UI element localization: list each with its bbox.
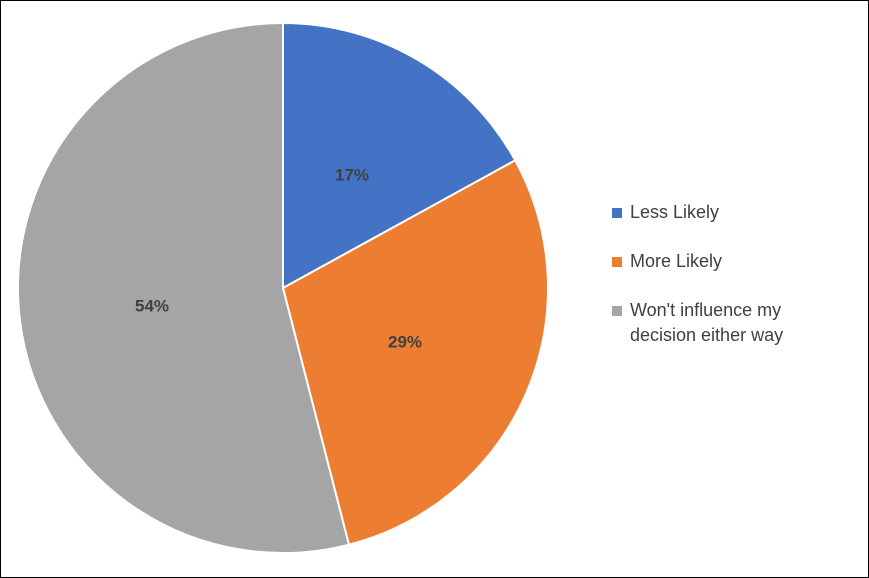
slice-data-label-1: 29% <box>388 332 422 351</box>
legend-item-less-likely: Less Likely <box>612 200 852 225</box>
chart-legend: Less Likely More Likely Won't influence … <box>612 200 852 372</box>
pie-slice-2 <box>17 21 351 554</box>
slice-data-label-2: 54% <box>135 296 169 315</box>
legend-swatch <box>612 306 622 316</box>
slice-data-label-0: 17% <box>335 165 369 184</box>
legend-label: Won't influence my decision either way <box>630 300 784 345</box>
legend-swatch <box>612 208 622 218</box>
pie-slice-0 <box>282 21 517 290</box>
legend-label: Less Likely <box>630 202 720 222</box>
pie-slice-1 <box>281 158 549 546</box>
legend-item-wont-influence: Won't influence my decision either way <box>612 298 852 348</box>
legend-label: More Likely <box>630 251 723 271</box>
legend-swatch <box>612 257 622 267</box>
legend-item-more-likely: More Likely <box>612 249 852 274</box>
